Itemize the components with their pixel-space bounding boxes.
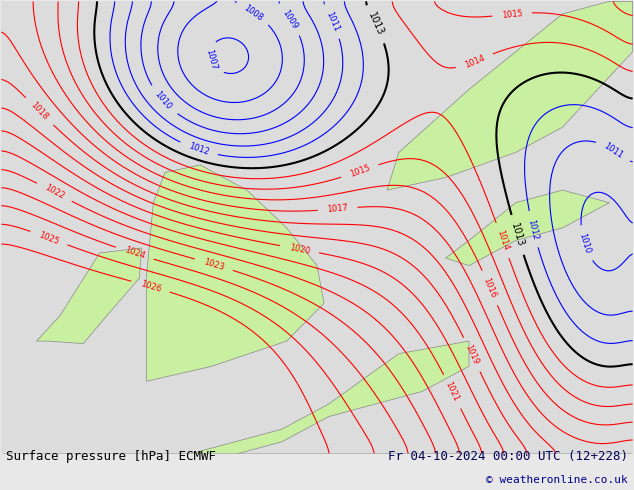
Text: 1012: 1012 — [527, 218, 540, 241]
Text: 1008: 1008 — [242, 3, 264, 23]
Text: 1012: 1012 — [187, 142, 210, 157]
Text: 1026: 1026 — [139, 279, 162, 294]
Text: 1015: 1015 — [501, 9, 523, 20]
Text: 1010: 1010 — [153, 90, 173, 112]
Text: 1011: 1011 — [324, 10, 340, 33]
Text: 1007: 1007 — [204, 48, 217, 71]
Text: 1009: 1009 — [281, 8, 299, 30]
Text: 1021: 1021 — [444, 380, 461, 403]
Text: 1017: 1017 — [327, 203, 349, 214]
Text: 1011: 1011 — [602, 141, 625, 160]
Text: 1020: 1020 — [288, 243, 311, 256]
Text: 1022: 1022 — [43, 183, 66, 201]
Polygon shape — [446, 190, 609, 266]
Text: Fr 04-10-2024 00:00 UTC (12+228): Fr 04-10-2024 00:00 UTC (12+228) — [387, 450, 628, 463]
Polygon shape — [188, 341, 469, 454]
Text: 1023: 1023 — [202, 257, 225, 272]
Text: 1010: 1010 — [577, 232, 592, 255]
Polygon shape — [387, 1, 633, 190]
Text: 1016: 1016 — [482, 276, 498, 299]
Polygon shape — [146, 165, 324, 381]
Text: 1025: 1025 — [37, 230, 60, 246]
Text: 1015: 1015 — [349, 163, 372, 179]
Text: 1014: 1014 — [463, 53, 486, 70]
Text: 1013: 1013 — [366, 11, 385, 37]
Text: 1024: 1024 — [123, 246, 146, 261]
Text: 1019: 1019 — [463, 343, 480, 366]
Polygon shape — [37, 248, 141, 343]
Text: Surface pressure [hPa] ECMWF: Surface pressure [hPa] ECMWF — [6, 450, 216, 463]
Text: 1018: 1018 — [29, 100, 50, 122]
Text: 1013: 1013 — [509, 222, 526, 248]
Text: © weatheronline.co.uk: © weatheronline.co.uk — [486, 475, 628, 485]
Text: 1014: 1014 — [495, 229, 510, 252]
